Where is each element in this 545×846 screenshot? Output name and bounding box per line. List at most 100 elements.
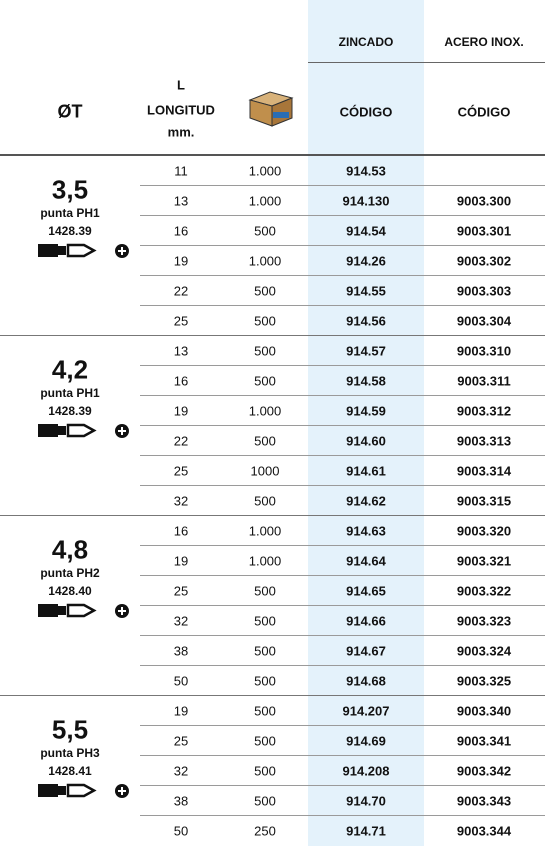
code-acero: 9003.310 (456, 343, 512, 359)
length: 13 (173, 343, 189, 359)
quantity: 500 (254, 703, 276, 719)
row-line (140, 185, 545, 186)
group-ref: 1428.40 (48, 584, 92, 598)
length: 19 (173, 553, 189, 569)
quantity: 500 (254, 223, 276, 239)
length: 11 (174, 163, 188, 179)
quantity: 500 (254, 373, 276, 389)
code-zincado: 914.65 (346, 583, 386, 599)
code-zincado: 914.71 (346, 823, 386, 839)
code-acero: 9003.302 (456, 253, 512, 269)
code-zincado: 914.60 (346, 433, 386, 449)
length-header: mm. (167, 124, 195, 140)
bit-icon (36, 240, 136, 262)
quantity: 1.000 (248, 193, 282, 209)
row-line (140, 425, 545, 426)
code-zincado: 914.69 (346, 733, 386, 749)
row-line (140, 215, 545, 216)
code-zincado: 914.63 (346, 523, 386, 539)
header-line (308, 62, 545, 63)
quantity: 1.000 (248, 553, 282, 569)
code-zincado: 914.67 (346, 643, 386, 659)
code-zincado: 914.59 (346, 403, 386, 419)
code-zincado: 914.130 (342, 193, 390, 209)
length: 22 (173, 433, 189, 449)
row-line (140, 665, 545, 666)
code-acero: 9003.343 (456, 793, 512, 809)
acero-header: ACERO INOX. (444, 35, 524, 49)
code-acero: 9003.300 (456, 193, 512, 209)
code-acero: 9003.321 (456, 553, 512, 569)
header-bottom (0, 154, 545, 156)
row-line (140, 725, 545, 726)
group-ref: 1428.39 (48, 404, 92, 418)
code-zincado: 914.53 (346, 163, 386, 179)
group-ref: 1428.41 (48, 764, 92, 778)
length: 13 (173, 193, 189, 209)
quantity: 500 (254, 793, 276, 809)
length: 19 (173, 253, 189, 269)
code-zincado: 914.61 (346, 463, 386, 479)
code-acero: 9003.342 (456, 763, 512, 779)
row-line (140, 275, 545, 276)
group-size: 5,5 (51, 714, 89, 745)
length: 25 (173, 313, 189, 329)
code-zincado: 914.68 (346, 673, 386, 689)
length: 32 (173, 763, 189, 779)
code-acero: 9003.340 (456, 703, 512, 719)
bit-icon (36, 780, 136, 802)
row-line (140, 815, 545, 816)
row-line (140, 545, 545, 546)
length: 16 (173, 373, 189, 389)
quantity: 500 (254, 343, 276, 359)
group-size: 4,8 (51, 534, 89, 565)
group-line (0, 515, 545, 516)
length: 32 (173, 613, 189, 629)
length: 25 (173, 463, 189, 479)
group-tip: punta PH2 (40, 566, 100, 580)
code-acero: 9003.344 (456, 823, 512, 839)
quantity: 500 (254, 643, 276, 659)
length: 32 (173, 493, 189, 509)
row-line (140, 245, 545, 246)
quantity: 1.000 (248, 403, 282, 419)
row-line (140, 365, 545, 366)
length: 38 (173, 643, 189, 659)
row-line (140, 755, 545, 756)
code-acero: 9003.323 (456, 613, 512, 629)
bit-icon (36, 420, 136, 442)
code-header: CÓDIGO (457, 104, 511, 120)
length: 38 (173, 793, 189, 809)
quantity: 500 (254, 583, 276, 599)
length: 16 (173, 223, 189, 239)
code-zincado: 914.57 (346, 343, 386, 359)
quantity: 1.000 (248, 163, 282, 179)
code-zincado: 914.62 (346, 493, 386, 509)
length: 25 (173, 733, 189, 749)
row-line (140, 785, 545, 786)
length: 22 (173, 283, 189, 299)
quantity: 500 (254, 433, 276, 449)
zincado-header: ZINCADO (338, 35, 394, 49)
group-tip: punta PH1 (40, 386, 100, 400)
code-zincado: 914.208 (342, 763, 390, 779)
code-acero: 9003.312 (456, 403, 512, 419)
bit-icon (36, 600, 136, 622)
length: 19 (173, 403, 189, 419)
code-acero: 9003.314 (456, 463, 512, 479)
row-line (140, 485, 545, 486)
code-zincado: 914.54 (346, 223, 386, 239)
length: 50 (173, 823, 189, 839)
quantity: 250 (254, 823, 276, 839)
code-zincado: 914.64 (346, 553, 386, 569)
length: 25 (173, 583, 189, 599)
quantity: 1.000 (248, 523, 282, 539)
box-icon (248, 91, 294, 127)
zincado-column (308, 0, 424, 846)
code-acero: 9003.313 (456, 433, 512, 449)
group-line (0, 695, 545, 696)
code-zincado: 914.207 (342, 703, 390, 719)
quantity: 500 (254, 673, 276, 689)
code-acero: 9003.322 (456, 583, 512, 599)
row-line (140, 635, 545, 636)
